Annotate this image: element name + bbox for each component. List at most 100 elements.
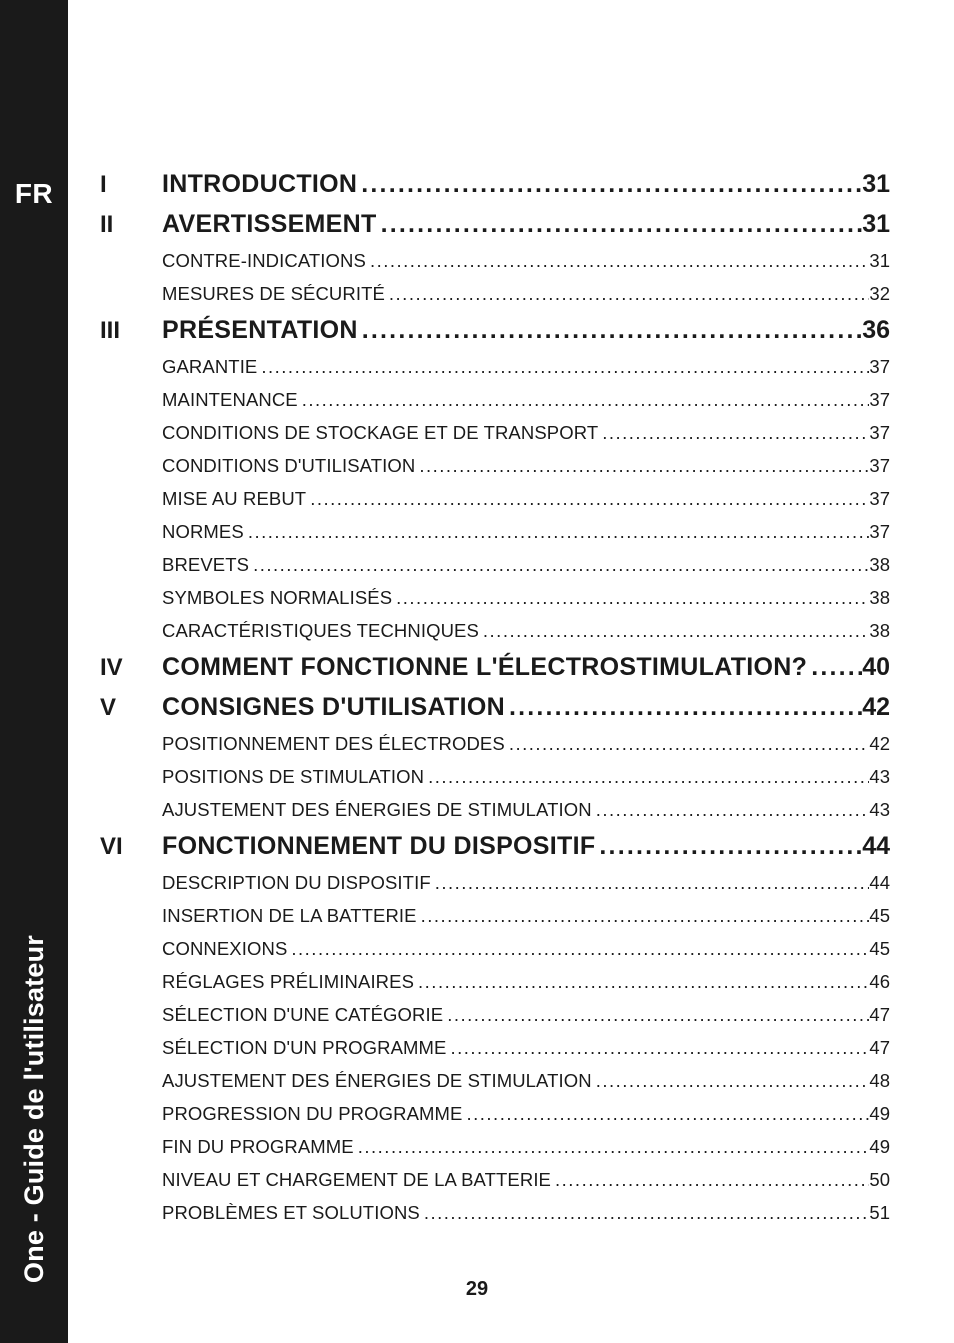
toc-row: POSITIONNEMENT DES ÉLECTRODES...........…: [100, 727, 890, 760]
toc-row: AJUSTEMENT DES ÉNERGIES DE STIMULATION..…: [100, 793, 890, 826]
toc-roman: IV: [100, 647, 162, 687]
toc-page: 46: [869, 965, 890, 998]
toc-leader-dots: ........................................…: [298, 383, 870, 416]
toc-row: SÉLECTION D'UN PROGRAMME................…: [100, 1031, 890, 1064]
toc-title: CONTRE-INDICATIONS: [162, 244, 366, 277]
toc-page: 38: [869, 581, 890, 614]
toc-row: POSITIONS DE STIMULATION................…: [100, 760, 890, 793]
toc-leader-dots: ........................................…: [592, 793, 870, 826]
toc-row: CONDITIONS D'UTILISATION................…: [100, 449, 890, 482]
toc-leader-dots: ........................................…: [417, 899, 870, 932]
toc-title: NIVEAU ET CHARGEMENT DE LA BATTERIE: [162, 1163, 551, 1196]
toc-leader-dots: ........................................…: [249, 548, 869, 581]
toc-page: 47: [869, 1031, 890, 1064]
toc-page: 37: [869, 350, 890, 383]
toc-page: 38: [869, 548, 890, 581]
table-of-contents: IINTRODUCTION...........................…: [100, 164, 890, 1229]
toc-title: AJUSTEMENT DES ÉNERGIES DE STIMULATION: [162, 793, 592, 826]
toc-leader-dots: ........................................…: [244, 515, 870, 548]
toc-row: AJUSTEMENT DES ÉNERGIES DE STIMULATION..…: [100, 1064, 890, 1097]
toc-roman: III: [100, 310, 162, 350]
toc-page: 42: [862, 688, 890, 726]
toc-row: DESCRIPTION DU DISPOSITIF...............…: [100, 866, 890, 899]
toc-leader-dots: ........................................…: [447, 1031, 870, 1064]
sidebar-title: One - Guide de l'utilisateur: [19, 935, 50, 1283]
toc-leader-dots: ........................................…: [354, 1130, 870, 1163]
toc-page: 32: [869, 277, 890, 310]
toc-row: RÉGLAGES PRÉLIMINAIRES..................…: [100, 965, 890, 998]
toc-roman: V: [100, 687, 162, 727]
toc-page: 49: [869, 1097, 890, 1130]
page-number: 29: [0, 1278, 954, 1301]
toc-leader-dots: ........................................…: [592, 1064, 870, 1097]
toc-row: MAINTENANCE.............................…: [100, 383, 890, 416]
toc-row: PROBLÈMES ET SOLUTIONS..................…: [100, 1196, 890, 1229]
sidebar: FR One - Guide de l'utilisateur: [0, 0, 68, 1343]
toc-title: DESCRIPTION DU DISPOSITIF: [162, 866, 431, 899]
toc-title: CARACTÉRISTIQUES TECHNIQUES: [162, 614, 479, 647]
toc-title: CONSIGNES D'UTILISATION: [162, 688, 505, 726]
toc-title: MAINTENANCE: [162, 383, 298, 416]
toc-page: 44: [862, 827, 890, 865]
toc-page: 37: [869, 449, 890, 482]
toc-title: CONDITIONS D'UTILISATION: [162, 449, 415, 482]
toc-leader-dots: ........................................…: [595, 827, 862, 865]
toc-page: 31: [862, 165, 890, 203]
toc-leader-dots: ........................................…: [414, 965, 869, 998]
toc-leader-dots: ........................................…: [392, 581, 869, 614]
toc-title: POSITIONNEMENT DES ÉLECTRODES: [162, 727, 505, 760]
toc-page: 51: [869, 1196, 890, 1229]
toc-leader-dots: ........................................…: [807, 648, 862, 686]
toc-title: POSITIONS DE STIMULATION: [162, 760, 424, 793]
toc-leader-dots: ........................................…: [257, 350, 869, 383]
toc-leader-dots: ........................................…: [431, 866, 870, 899]
toc-leader-dots: ........................................…: [377, 205, 863, 243]
toc-page: 40: [862, 648, 890, 686]
toc-page: 43: [869, 760, 890, 793]
toc-page: 47: [869, 998, 890, 1031]
toc-leader-dots: ........................................…: [420, 1196, 870, 1229]
toc-leader-dots: ........................................…: [479, 614, 870, 647]
toc-title: PROBLÈMES ET SOLUTIONS: [162, 1196, 420, 1229]
toc-page: 31: [869, 244, 890, 277]
toc-row: MESURES DE SÉCURITÉ.....................…: [100, 277, 890, 310]
toc-row: PROGRESSION DU PROGRAMME................…: [100, 1097, 890, 1130]
toc-leader-dots: ........................................…: [505, 727, 870, 760]
toc-row: SÉLECTION D'UNE CATÉGORIE...............…: [100, 998, 890, 1031]
toc-title: CONNEXIONS: [162, 932, 287, 965]
toc-title: SYMBOLES NORMALISÉS: [162, 581, 392, 614]
toc-leader-dots: ........................................…: [551, 1163, 869, 1196]
toc-row: CONTRE-INDICATIONS......................…: [100, 244, 890, 277]
toc-title: MESURES DE SÉCURITÉ: [162, 277, 385, 310]
toc-row: VIFONCTIONNEMENT DU DISPOSITIF..........…: [100, 826, 890, 866]
toc-row: CONDITIONS DE STOCKAGE ET DE TRANSPORT..…: [100, 416, 890, 449]
toc-title: COMMENT FONCTIONNE L'ÉLECTROSTIMULATION?: [162, 648, 807, 686]
toc-row: BREVETS.................................…: [100, 548, 890, 581]
toc-leader-dots: ........................................…: [443, 998, 869, 1031]
toc-leader-dots: ........................................…: [385, 277, 870, 310]
toc-page: 50: [869, 1163, 890, 1196]
toc-row: CONNEXIONS..............................…: [100, 932, 890, 965]
toc-page: 45: [869, 932, 890, 965]
toc-page: 38: [869, 614, 890, 647]
toc-leader-dots: ........................................…: [415, 449, 869, 482]
toc-roman: VI: [100, 826, 162, 866]
toc-row: IVCOMMENT FONCTIONNE L'ÉLECTROSTIMULATIO…: [100, 647, 890, 687]
toc-page: 37: [869, 416, 890, 449]
toc-row: GARANTIE................................…: [100, 350, 890, 383]
toc-title: PROGRESSION DU PROGRAMME: [162, 1097, 463, 1130]
toc-page: 36: [862, 311, 890, 349]
toc-row: NORMES..................................…: [100, 515, 890, 548]
toc-title: GARANTIE: [162, 350, 257, 383]
toc-leader-dots: ........................................…: [358, 311, 862, 349]
toc-leader-dots: ........................................…: [598, 416, 869, 449]
toc-row: CARACTÉRISTIQUES TECHNIQUES.............…: [100, 614, 890, 647]
toc-leader-dots: ........................................…: [505, 688, 862, 726]
toc-title: SÉLECTION D'UN PROGRAMME: [162, 1031, 447, 1064]
toc-page: 48: [869, 1064, 890, 1097]
toc-row: FIN DU PROGRAMME........................…: [100, 1130, 890, 1163]
toc-title: BREVETS: [162, 548, 249, 581]
toc-leader-dots: ........................................…: [463, 1097, 870, 1130]
toc-title: AVERTISSEMENT: [162, 205, 377, 243]
toc-title: AJUSTEMENT DES ÉNERGIES DE STIMULATION: [162, 1064, 592, 1097]
